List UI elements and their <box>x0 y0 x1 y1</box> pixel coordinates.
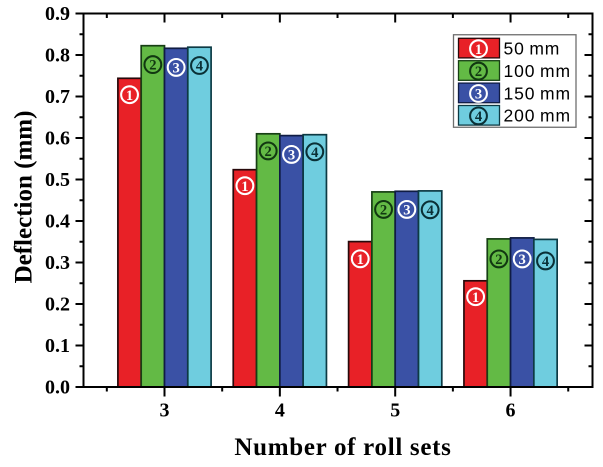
svg-text:2: 2 <box>495 252 502 268</box>
svg-text:2: 2 <box>475 64 482 80</box>
svg-text:1: 1 <box>126 88 133 104</box>
svg-text:0.2: 0.2 <box>45 294 70 316</box>
svg-text:4: 4 <box>475 109 483 125</box>
svg-text:100 mm: 100 mm <box>504 61 571 81</box>
svg-text:2: 2 <box>265 144 272 160</box>
svg-text:4: 4 <box>542 254 550 270</box>
svg-text:3: 3 <box>403 203 410 219</box>
svg-text:3: 3 <box>173 61 180 77</box>
svg-text:0.0: 0.0 <box>45 377 70 399</box>
svg-text:200 mm: 200 mm <box>504 106 571 126</box>
svg-text:3: 3 <box>519 252 526 268</box>
svg-text:3: 3 <box>475 87 482 103</box>
svg-text:150 mm: 150 mm <box>504 83 571 103</box>
svg-text:2: 2 <box>380 203 387 219</box>
svg-text:0.6: 0.6 <box>45 128 70 150</box>
svg-text:Number of roll sets: Number of roll sets <box>234 434 451 461</box>
svg-text:0.3: 0.3 <box>45 252 70 274</box>
svg-text:1: 1 <box>357 252 364 268</box>
svg-text:2: 2 <box>149 58 156 74</box>
svg-text:4: 4 <box>427 203 435 219</box>
svg-text:4: 4 <box>311 145 319 161</box>
svg-text:0.5: 0.5 <box>45 169 70 191</box>
svg-text:0.7: 0.7 <box>45 86 70 108</box>
svg-text:3: 3 <box>288 148 295 164</box>
svg-text:0.9: 0.9 <box>45 3 70 25</box>
svg-text:1: 1 <box>241 179 248 195</box>
svg-text:1: 1 <box>475 42 482 58</box>
svg-text:6: 6 <box>506 400 516 422</box>
svg-text:3: 3 <box>160 400 170 422</box>
svg-text:5: 5 <box>390 400 400 422</box>
svg-text:50 mm: 50 mm <box>504 39 561 59</box>
svg-text:0.4: 0.4 <box>45 211 70 233</box>
svg-text:0.1: 0.1 <box>45 335 70 357</box>
svg-text:1: 1 <box>472 290 479 306</box>
svg-text:0.8: 0.8 <box>45 45 70 67</box>
svg-text:4: 4 <box>275 400 285 422</box>
svg-text:Deflection (mm): Deflection (mm) <box>11 111 38 284</box>
svg-text:4: 4 <box>196 59 204 75</box>
